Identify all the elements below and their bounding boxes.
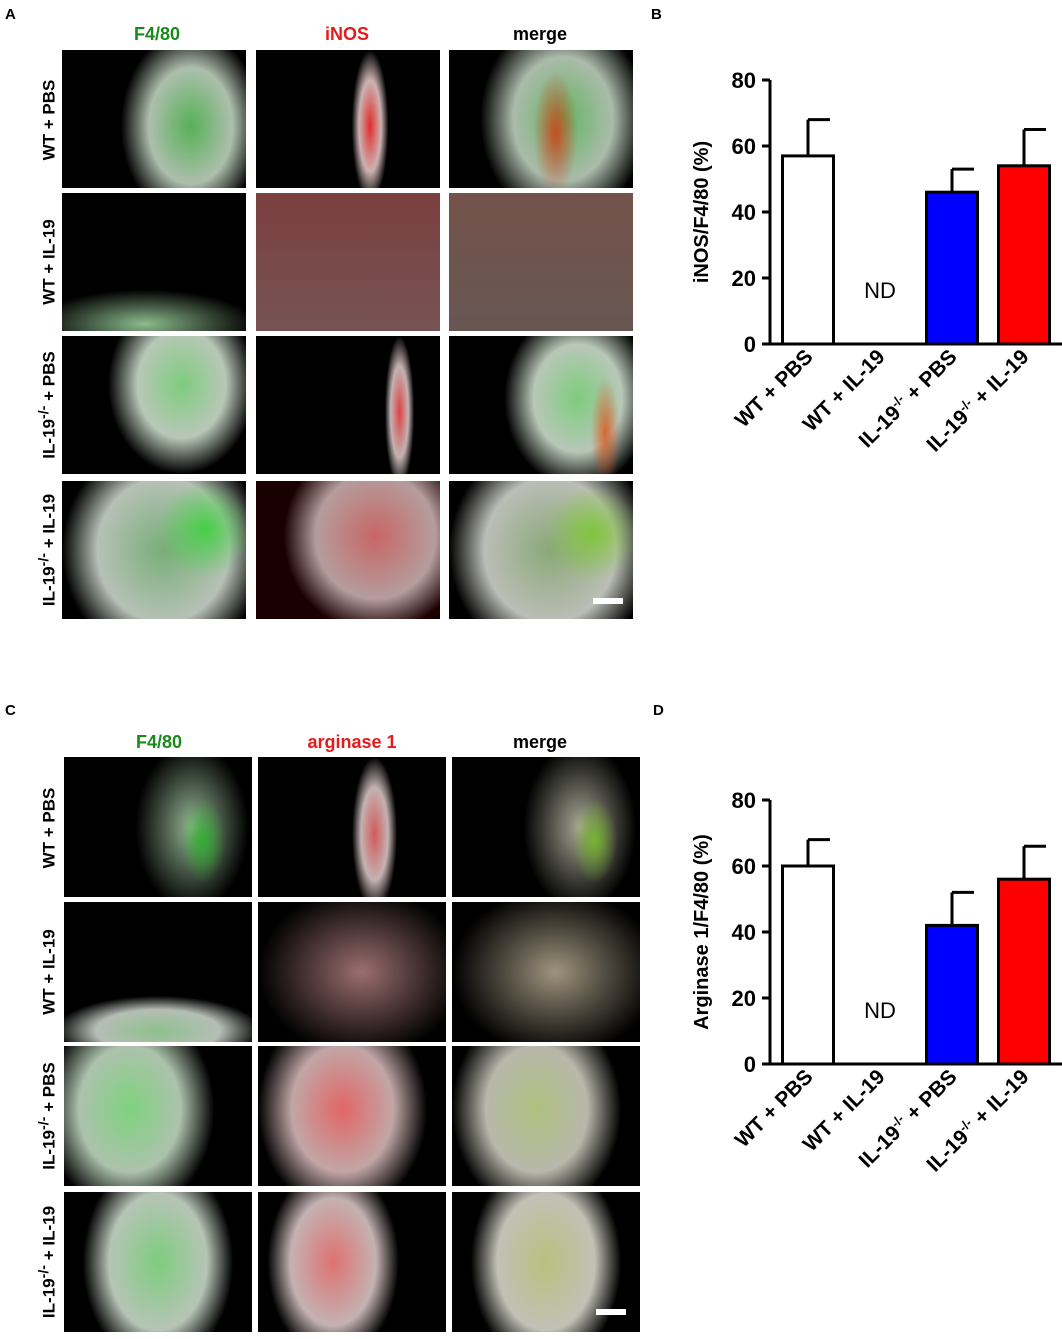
micrograph-c-r3-arginase [258,1046,446,1186]
panel-c-letter: C [5,702,16,719]
micrograph-c-r4-f480 [64,1192,252,1332]
chart-d-ytick-label-0: 0 [744,1052,756,1077]
chart-b-ytick-label-40: 40 [732,200,756,225]
chart-b-bar-3 [997,164,1051,346]
chart-b-ytick-label-60: 60 [732,134,756,159]
micrograph-a-r2-merge [449,193,633,331]
panel-a-col-f480: F4/80 [133,24,181,44]
micrograph-c-r3-f480 [64,1046,252,1186]
micrograph-a-r2-inos [256,193,440,331]
panel-a-row-label-3: IL-19-/- + PBS [36,351,59,459]
chart-d-ytick-label-80: 80 [732,788,756,813]
chart-d-ytick-label-20: 20 [732,986,756,1011]
micrograph-a-r1-inos [256,50,440,188]
micrograph-c-r3-merge [452,1046,640,1186]
panel-a-col-inos: iNOS [324,24,369,44]
panel-b-letter: B [651,6,662,23]
chart-d-ylabel: Arginase 1/F4/80 (%) [691,834,713,1030]
micrograph-c-r1-merge [452,757,640,897]
panel-c-row-label-3: IL-19-/- + PBS [36,1062,59,1170]
micrograph-c-r4-arginase [258,1192,446,1332]
micrograph-c-r4-merge [452,1192,640,1332]
micrograph-c-r2-merge [452,902,640,1042]
micrograph-a-r1-merge [449,50,633,188]
micrograph-a-r1-f480 [62,50,246,188]
micrograph-a-r4-inos [256,481,440,619]
chart-b-ytick-label-20: 20 [732,266,756,291]
panel-a-col-merge: merge [512,24,568,44]
panel-c-row-label-1: WT + PBS [39,787,59,869]
chart-d-bar-0 [781,864,835,1066]
micrograph-a-r2-f480 [62,193,246,331]
micrograph-a-r4-merge [449,481,633,619]
chart-b-annotation-nd: ND [864,278,896,303]
panel-a-row-label-2: WT + IL-19 [39,219,59,305]
scale-bar-c [596,1309,626,1315]
micrograph-a-r3-inos [256,336,440,474]
chart-b-bar-0 [781,154,835,346]
micrograph-c-r2-arginase [258,902,446,1042]
micrograph-a-r4-f480 [62,481,246,619]
panel-c-col-merge: merge [512,732,568,752]
chart-b-ylabel: iNOS/F4/80 (%) [691,141,713,283]
micrograph-a-r3-f480 [62,336,246,474]
chart-b-ytick-label-80: 80 [732,68,756,93]
chart-d-bar-3 [997,877,1051,1066]
panel-c-row-label-4: IL-19-/- + IL-19 [36,1205,59,1319]
chart-b-ytick-label-0: 0 [744,332,756,357]
scale-bar-a [593,598,623,604]
panel-c-row-label-2: WT + IL-19 [39,929,59,1015]
panel-a-row-label-1: WT + PBS [39,79,59,161]
panel-c-col-f480: F4/80 [135,732,183,752]
chart-d-ytick-label-60: 60 [732,854,756,879]
chart-b-bar-2 [925,190,979,346]
panel-d-letter: D [653,702,664,719]
panel-a-letter: A [5,6,16,23]
panel-a-row-label-4: IL-19-/- + IL-19 [36,493,59,607]
micrograph-c-r2-f480 [64,902,252,1042]
chart-d-bar-2 [925,923,979,1066]
micrograph-a-r3-merge [449,336,633,474]
micrograph-c-r1-arginase [258,757,446,897]
chart-d-ytick-label-40: 40 [732,920,756,945]
micrograph-c-r1-f480 [64,757,252,897]
panel-c-col-arginase: arginase 1 [307,732,397,752]
chart-d-annotation-nd: ND [864,998,896,1023]
